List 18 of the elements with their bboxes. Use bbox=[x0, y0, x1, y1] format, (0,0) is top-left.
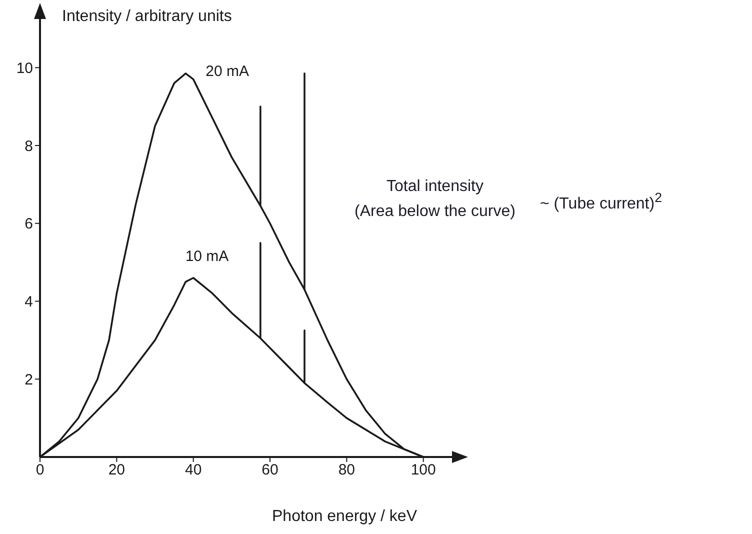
text: ~ (Tube current)$^{2}$ bbox=[540, 190, 663, 214]
y-axis-title: Intensity / arbitrary units bbox=[62, 8, 232, 26]
series-label: 20 mA bbox=[206, 63, 250, 80]
y-tick-label: 10 bbox=[16, 60, 33, 77]
y-tick-label: 6 bbox=[24, 216, 33, 233]
x-tick-label: 100 bbox=[410, 462, 436, 479]
y-tick-label: 4 bbox=[24, 294, 33, 311]
x-tick-label: 80 bbox=[338, 462, 356, 479]
annotation: Total intensity bbox=[386, 178, 484, 196]
x-tick-label: 40 bbox=[184, 462, 202, 479]
x-tick-label: 60 bbox=[262, 462, 278, 479]
x-tick-label: 0 bbox=[36, 462, 44, 479]
x-axis-title: Photon energy / keV bbox=[272, 508, 417, 526]
y-tick-label: 8 bbox=[24, 138, 33, 155]
annotation: (Area below the curve) bbox=[354, 203, 516, 221]
y-tick-label: 2 bbox=[24, 371, 33, 388]
series-label: 10 mA bbox=[185, 248, 229, 265]
x-tick-label: 20 bbox=[108, 462, 126, 479]
